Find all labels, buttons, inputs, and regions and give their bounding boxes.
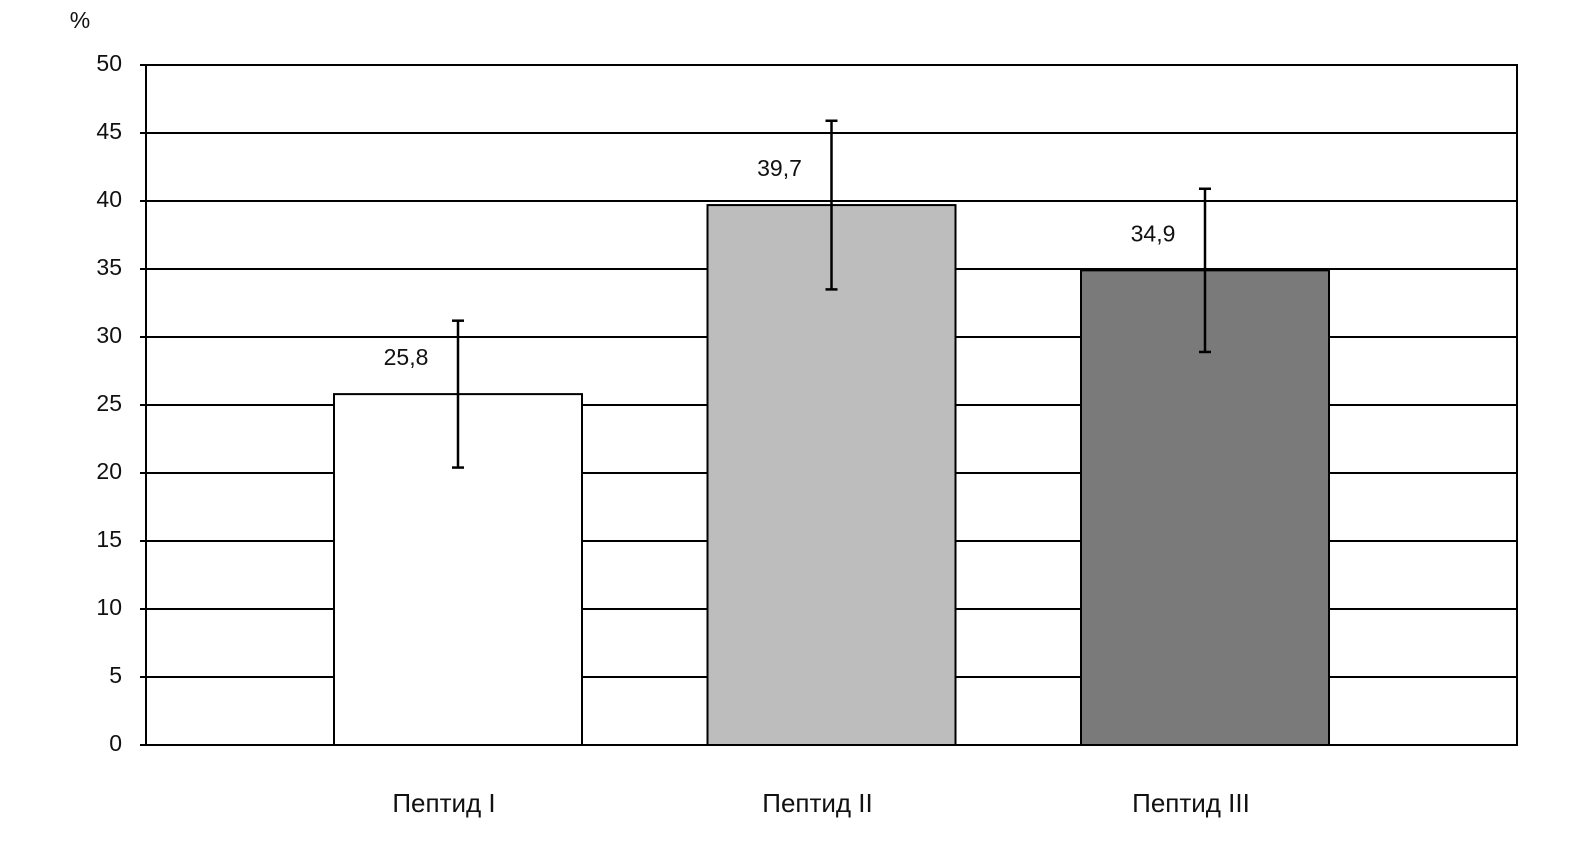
y-tick-label: 45 [96,118,122,144]
y-tick-label: 0 [109,730,122,756]
value-label: 25,8 [384,344,429,370]
y-tick-label: 10 [96,594,122,620]
x-tick-label: Пептид II [762,788,873,818]
y-axis-label: % [70,7,90,33]
y-tick-label: 30 [96,322,122,348]
value-label: 39,7 [757,155,802,181]
y-tick-label: 20 [96,458,122,484]
y-tick-label: 15 [96,526,122,552]
y-tick-label: 50 [96,50,122,76]
x-tick-label: Пептид I [392,788,495,818]
y-tick-label: 40 [96,186,122,212]
y-tick-label: 35 [96,254,122,280]
value-label: 34,9 [1131,220,1176,246]
bar [706,204,957,746]
y-tick-label: 25 [96,390,122,416]
x-tick-label: Пептид III [1132,788,1250,818]
y-tick-label: 5 [109,662,122,688]
